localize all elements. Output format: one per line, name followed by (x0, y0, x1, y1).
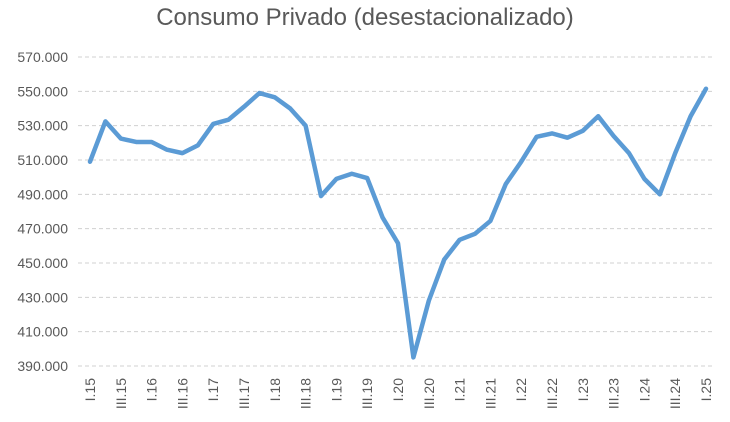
y-tick-label: 550.000 (17, 83, 68, 99)
y-tick-label: 510.000 (17, 152, 68, 168)
x-tick-label: III.24 (667, 378, 683, 409)
x-tick-label: I.25 (698, 378, 714, 402)
chart-title: Consumo Privado (desestacionalizado) (156, 4, 574, 31)
x-tick-label: I.23 (575, 378, 591, 402)
x-tick-label: I.16 (144, 378, 160, 402)
y-tick-label: 430.000 (17, 289, 68, 305)
x-tick-label: I.17 (205, 378, 221, 402)
x-tick-label: I.18 (267, 378, 283, 402)
x-tick-label: III.18 (298, 378, 314, 409)
x-tick-label: I.19 (328, 378, 344, 402)
y-tick-label: 530.000 (17, 118, 68, 134)
x-tick-label: III.17 (236, 378, 252, 409)
x-tick-label: III.16 (174, 378, 190, 409)
y-tick-label: 390.000 (17, 358, 68, 374)
x-tick-label: III.22 (544, 378, 560, 409)
y-tick-label: 490.000 (17, 186, 68, 202)
x-tick-label: III.20 (421, 378, 437, 409)
x-tick-label: III.19 (359, 378, 375, 409)
y-tick-label: 410.000 (17, 324, 68, 340)
x-tick-label: I.20 (390, 378, 406, 402)
x-tick-label: I.24 (636, 378, 652, 402)
series-line (87, 86, 709, 360)
x-tick-label: I.21 (452, 378, 468, 402)
x-tick-label: I.15 (82, 378, 98, 402)
x-tick-label: III.23 (606, 378, 622, 409)
y-tick-label: 570.000 (17, 49, 68, 65)
x-tick-label: I.22 (513, 378, 529, 402)
x-tick-label: III.21 (482, 378, 498, 409)
y-tick-label: 450.000 (17, 255, 68, 271)
y-tick-label: 470.000 (17, 221, 68, 237)
x-tick-label: III.15 (113, 378, 129, 409)
